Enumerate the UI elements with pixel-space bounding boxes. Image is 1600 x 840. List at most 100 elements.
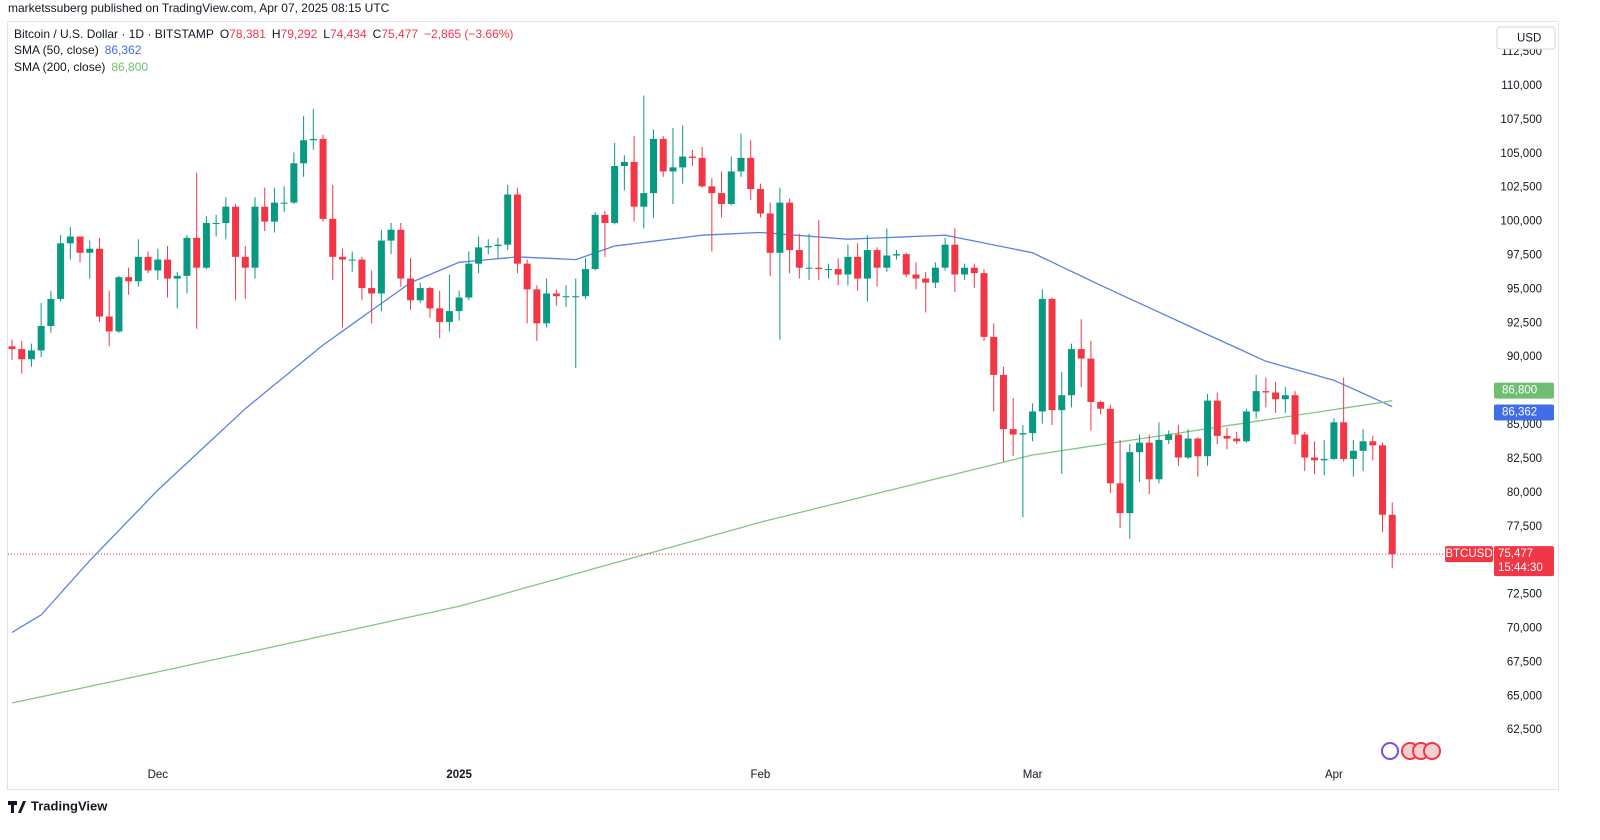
ohlc-value: 75,477 xyxy=(381,27,418,41)
candle-body xyxy=(883,255,891,268)
candle-body xyxy=(319,138,327,219)
candle-body xyxy=(261,206,269,222)
candle-body xyxy=(1048,298,1056,411)
candle-body xyxy=(338,256,346,260)
candle-body xyxy=(1204,400,1212,457)
candle-body xyxy=(105,316,113,332)
y-tick-label: 105,000 xyxy=(1500,148,1542,160)
candle-body xyxy=(902,254,910,275)
candle-body xyxy=(640,193,648,207)
candle-body xyxy=(455,297,463,312)
y-tick-label: 97,500 xyxy=(1507,250,1542,262)
candle-body xyxy=(202,222,210,268)
candle-body xyxy=(941,244,949,268)
icon[interactable] xyxy=(1381,742,1399,760)
candle-body xyxy=(591,214,599,270)
y-tick-label: 95,000 xyxy=(1507,283,1542,295)
brand-name: TradingView xyxy=(31,798,108,813)
candle-body xyxy=(562,296,570,298)
candle-body xyxy=(863,250,871,279)
candle-body xyxy=(86,248,94,253)
candle-body xyxy=(115,277,123,332)
candle-body xyxy=(1038,298,1046,412)
candle-body xyxy=(980,273,988,337)
legend-value: 86,362 xyxy=(105,43,142,57)
candle-body xyxy=(688,156,696,158)
candle-body xyxy=(834,269,842,275)
candle-body xyxy=(1126,452,1134,514)
candle-body xyxy=(1136,442,1144,453)
y-tick-label: 70,000 xyxy=(1507,622,1542,634)
candle-body xyxy=(1262,391,1270,393)
candle-body xyxy=(37,326,45,351)
candle-body xyxy=(18,349,26,360)
candle-body xyxy=(1213,400,1221,436)
candle-body xyxy=(1106,408,1114,484)
candle-body xyxy=(144,256,152,271)
candle-body xyxy=(815,267,823,270)
candle-body xyxy=(494,244,502,247)
candle-body xyxy=(718,193,726,204)
icon[interactable] xyxy=(1423,742,1441,760)
brand: TradingView xyxy=(8,798,108,813)
candle-body xyxy=(426,288,434,309)
legend-entry: SMA (50, close) xyxy=(14,43,99,57)
ohlc-value: 74,434 xyxy=(330,27,367,41)
y-tick-label: 90,000 xyxy=(1507,351,1542,363)
candle-body xyxy=(66,236,74,244)
candle-body xyxy=(543,293,551,324)
candle-body xyxy=(1087,358,1095,402)
candle-body xyxy=(348,259,356,261)
candle-body xyxy=(183,237,191,276)
candle-body xyxy=(951,244,959,275)
candle-body xyxy=(1330,422,1338,459)
candle-body xyxy=(57,243,65,299)
candle-body xyxy=(1379,445,1387,515)
sma-line xyxy=(11,231,1393,634)
candle-body xyxy=(270,202,278,222)
candle-body xyxy=(1233,438,1241,442)
candle-body xyxy=(436,308,444,322)
candle-body xyxy=(756,189,764,214)
legend-title: Bitcoin / U.S. Dollar · 1D · BITSTAMP xyxy=(14,27,214,41)
candle-body xyxy=(659,138,667,172)
legend-line: SMA (200, close) 86,800 xyxy=(14,60,148,74)
candle-body xyxy=(922,278,930,283)
candle-body xyxy=(1281,395,1289,400)
candle-body xyxy=(445,311,453,322)
x-tick-label: Apr xyxy=(1325,769,1343,781)
candle-body xyxy=(708,186,716,194)
legend-entry: SMA (200, close) xyxy=(14,60,105,74)
candle-body xyxy=(727,171,735,204)
candle-body xyxy=(893,254,901,256)
legend-line: SMA (50, close) 86,362 xyxy=(14,43,142,57)
candle-body xyxy=(737,157,745,172)
candle-body xyxy=(1009,429,1017,435)
currency-box[interactable] xyxy=(1496,26,1556,50)
brand-logo xyxy=(8,801,26,813)
candle-body xyxy=(1369,441,1377,446)
symbol-label: BTCUSD xyxy=(1445,548,1492,560)
ohlc-name: C xyxy=(373,27,382,41)
sma-line xyxy=(11,399,1393,704)
y-tick-label: 65,000 xyxy=(1507,690,1542,702)
candle-body xyxy=(358,259,366,289)
candle-body xyxy=(611,166,619,223)
candle-body xyxy=(1349,450,1357,459)
candle-body xyxy=(669,167,677,172)
candle-body xyxy=(912,274,920,279)
candle-body xyxy=(650,138,658,194)
price-badge xyxy=(1494,546,1554,577)
x-tick-label: 2025 xyxy=(446,769,472,781)
candle-body xyxy=(232,206,240,257)
candle-body xyxy=(407,278,415,301)
candle-body xyxy=(620,161,628,167)
chart-frame xyxy=(7,21,1559,790)
candle-body xyxy=(1242,411,1250,442)
y-tick-label: 82,500 xyxy=(1507,453,1542,465)
y-tick-label: 72,500 xyxy=(1507,589,1542,601)
candle-body xyxy=(1155,439,1163,480)
candle-body xyxy=(134,256,142,282)
